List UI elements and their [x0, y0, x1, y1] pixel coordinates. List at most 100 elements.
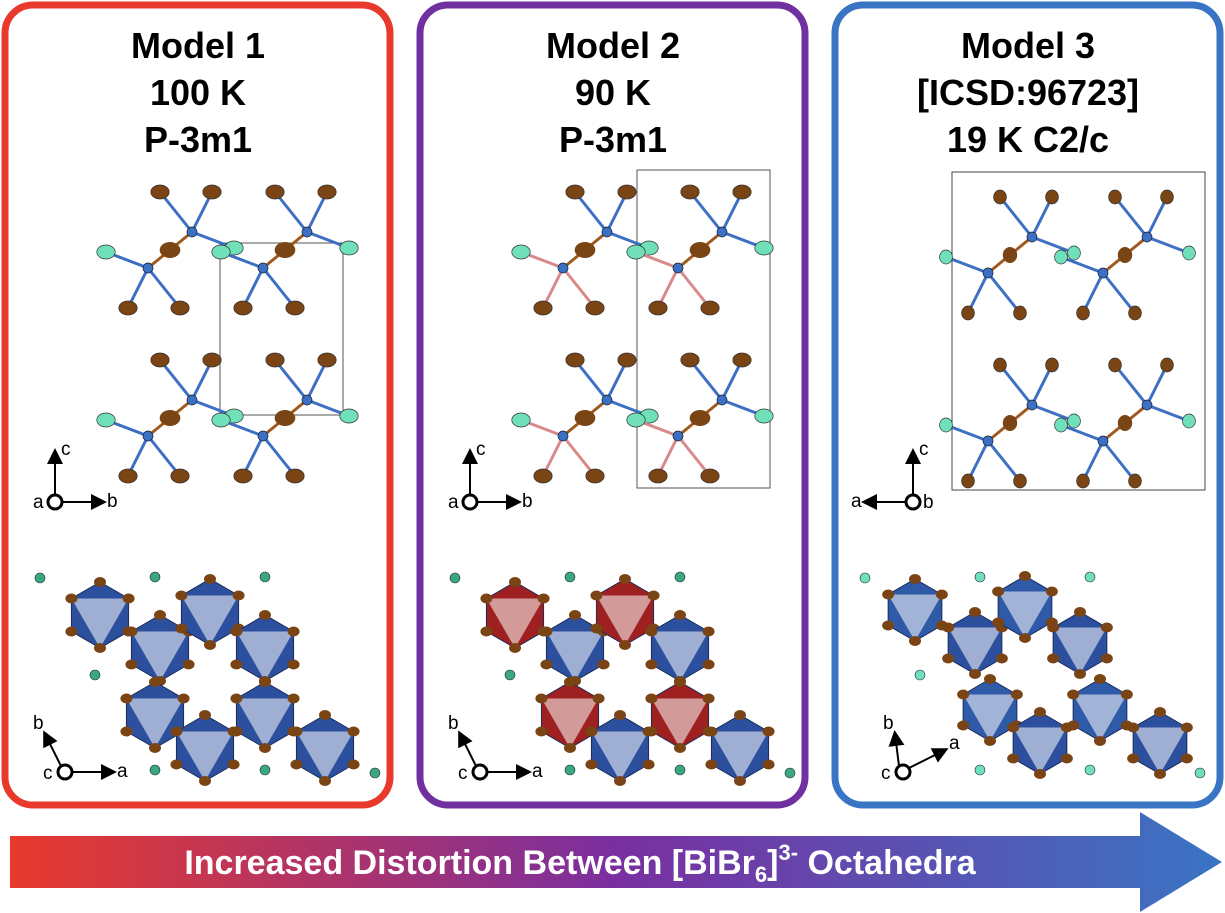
- br-atom: [703, 660, 715, 670]
- br-ion: [565, 765, 575, 775]
- br-atom: [170, 760, 182, 770]
- panel-title: Model 1: [131, 25, 265, 66]
- br-atom: [994, 190, 1007, 204]
- axis-label: c: [881, 763, 891, 784]
- bi-atom: [717, 395, 727, 405]
- br-ion: [505, 670, 515, 680]
- br-atom: [1154, 707, 1166, 717]
- br-atom: [1068, 246, 1081, 260]
- br-atom: [170, 727, 182, 737]
- br-atom: [1094, 736, 1106, 746]
- br-atom: [290, 727, 302, 737]
- axis-origin: [896, 765, 910, 779]
- axis-label: a: [851, 491, 862, 512]
- br-atom: [171, 469, 189, 483]
- br-atom: [230, 727, 242, 737]
- br-atom: [1118, 415, 1132, 431]
- br-atom: [125, 660, 137, 670]
- br-atom: [1077, 474, 1090, 488]
- br-atom: [1154, 769, 1166, 779]
- axis-origin: [48, 495, 62, 509]
- axis-label: c: [43, 763, 53, 784]
- br-atom: [212, 413, 230, 427]
- br-atom: [480, 627, 492, 637]
- br-atom: [755, 241, 773, 255]
- br-atom: [674, 677, 686, 687]
- br-atom: [149, 743, 161, 753]
- bi-atom: [1142, 232, 1152, 242]
- br-atom: [203, 185, 221, 199]
- br-atom: [1109, 358, 1122, 372]
- panel-title: Model 2: [546, 25, 680, 66]
- br-atom: [348, 727, 360, 737]
- axis-label: a: [448, 492, 459, 513]
- br-atom: [1007, 754, 1019, 764]
- br-atom: [1046, 190, 1059, 204]
- br-atom: [969, 607, 981, 617]
- br-atom: [178, 694, 190, 704]
- br-ion: [565, 572, 575, 582]
- br-atom: [1046, 358, 1059, 372]
- br-ion: [975, 765, 985, 775]
- br-atom: [1003, 415, 1017, 431]
- br-atom: [942, 623, 954, 633]
- br-atom: [535, 694, 547, 704]
- br-atom: [590, 591, 602, 601]
- br-ion: [370, 768, 380, 778]
- br-ion: [260, 765, 270, 775]
- br-atom: [1183, 414, 1196, 428]
- br-ion: [1085, 572, 1095, 582]
- br-atom: [266, 185, 284, 199]
- axis-label: a: [33, 492, 44, 513]
- br-atom: [540, 660, 552, 670]
- br-atom: [1067, 690, 1079, 700]
- unit-cell: [637, 170, 770, 488]
- br-atom: [319, 710, 331, 720]
- panel-title: 90 K: [575, 72, 651, 113]
- br-atom: [984, 674, 996, 684]
- br-atom: [259, 743, 271, 753]
- br-atom: [290, 760, 302, 770]
- bi-atom: [673, 431, 683, 441]
- bi-atom: [983, 436, 993, 446]
- br-atom: [575, 242, 596, 258]
- br-atom: [645, 627, 657, 637]
- br-atom: [733, 185, 751, 199]
- br-atom: [204, 574, 216, 584]
- br-atom: [1129, 306, 1142, 320]
- arrow-label: Increased Distortion Between [BiBr6]3- O…: [184, 840, 976, 887]
- br-atom: [619, 574, 631, 584]
- br-atom: [204, 640, 216, 650]
- br-atom: [160, 242, 181, 258]
- br-atom: [763, 760, 775, 770]
- axis-label: a: [532, 761, 543, 782]
- br-atom: [962, 474, 975, 488]
- br-atom: [649, 301, 667, 315]
- axis-label: a: [949, 733, 960, 754]
- br-atom: [230, 694, 242, 704]
- br-atom: [645, 694, 657, 704]
- br-atom: [1183, 246, 1196, 260]
- br-atom: [957, 721, 969, 731]
- br-atom: [645, 660, 657, 670]
- br-atom: [681, 353, 699, 367]
- br-ion: [860, 573, 870, 583]
- br-atom: [1074, 607, 1086, 617]
- br-ion: [1195, 768, 1205, 778]
- br-atom: [1181, 723, 1193, 733]
- br-atom: [593, 694, 605, 704]
- br-atom: [564, 677, 576, 687]
- unit-cell: [220, 243, 343, 415]
- br-atom: [648, 591, 660, 601]
- br-atom: [259, 677, 271, 687]
- br-atom: [996, 654, 1008, 664]
- br-atom: [1003, 247, 1017, 263]
- br-atom: [149, 677, 161, 687]
- br-atom: [288, 660, 300, 670]
- br-atom: [627, 245, 645, 259]
- br-atom: [1061, 754, 1073, 764]
- br-atom: [575, 410, 596, 426]
- br-atom: [1007, 723, 1019, 733]
- br-atom: [94, 643, 106, 653]
- br-atom: [1046, 587, 1058, 597]
